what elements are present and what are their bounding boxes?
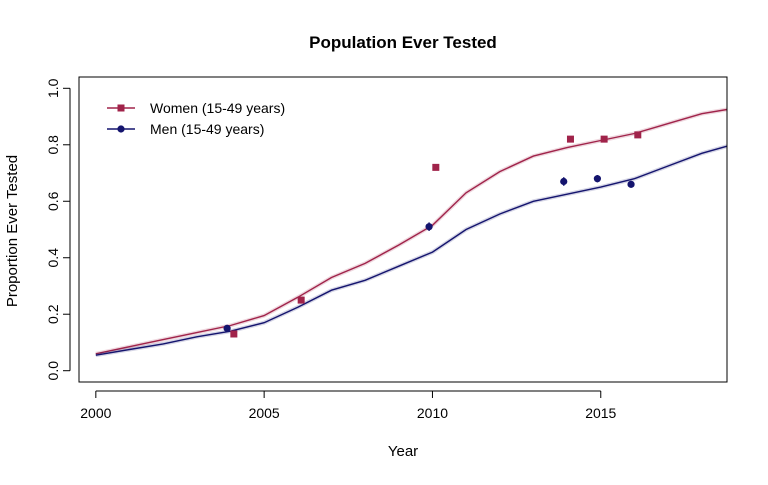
data-point xyxy=(425,223,433,231)
data-point xyxy=(600,135,608,143)
plot-area xyxy=(95,107,728,358)
data-point xyxy=(230,330,238,338)
x-tick-label: 2000 xyxy=(80,405,111,421)
y-tick-label: 1.0 xyxy=(45,78,61,98)
y-tick-label: 0.8 xyxy=(45,135,61,155)
data-point xyxy=(566,135,574,143)
x-tick-label: 2010 xyxy=(417,405,448,421)
series-line xyxy=(95,145,728,356)
plot-frame xyxy=(78,76,728,383)
series-line xyxy=(95,108,728,355)
series-band xyxy=(95,144,728,358)
series-band xyxy=(95,107,728,356)
y-tick-label: 0.0 xyxy=(45,361,61,381)
y-tick-label: 0.4 xyxy=(45,248,61,268)
x-axis: 2000 2005 2010 2015 xyxy=(80,390,617,421)
y-axis: 0.0 0.2 0.4 0.6 0.8 1.0 xyxy=(45,78,71,381)
legend-circle-marker xyxy=(117,125,125,133)
y-axis-label: Proportion Ever Tested xyxy=(4,155,21,307)
data-point xyxy=(593,175,602,183)
x-tick-label: 2005 xyxy=(249,405,280,421)
x-axis-label: Year xyxy=(388,443,418,460)
legend-label: Men (15-49 years) xyxy=(150,121,264,137)
data-point xyxy=(297,296,305,304)
y-tick-label: 0.2 xyxy=(45,304,61,324)
data-point xyxy=(223,324,231,332)
legend: Women (15-49 years) Men (15-49 years) xyxy=(107,100,285,137)
y-tick-label: 0.6 xyxy=(45,191,61,211)
data-point xyxy=(560,177,568,186)
x-tick-label: 2015 xyxy=(585,405,616,421)
legend-square-marker xyxy=(117,104,125,112)
legend-label: Women (15-49 years) xyxy=(150,100,285,116)
data-point xyxy=(432,163,440,171)
chart-title: Population Ever Tested xyxy=(309,33,497,52)
data-point xyxy=(627,180,635,188)
data-point xyxy=(634,131,642,139)
